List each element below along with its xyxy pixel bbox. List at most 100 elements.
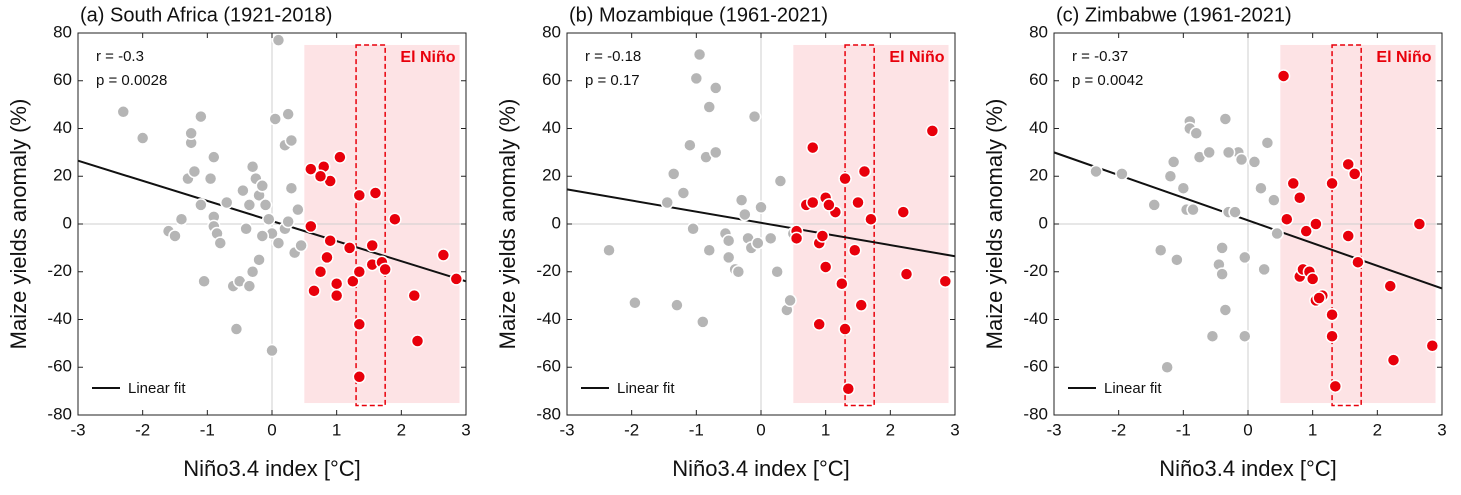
y-tick-label: 40 xyxy=(542,118,561,137)
x-tick-label: -2 xyxy=(1111,420,1126,439)
y-tick-label: 40 xyxy=(53,118,72,137)
point xyxy=(323,233,337,248)
point xyxy=(352,265,367,279)
y-axis-label: Maize yields anomaly (%) xyxy=(6,99,31,350)
point xyxy=(194,109,208,124)
point xyxy=(1115,167,1129,181)
point xyxy=(1280,212,1294,226)
x-tick-label: -3 xyxy=(559,420,574,439)
point xyxy=(1238,329,1252,343)
legend-label: Linear fit xyxy=(1104,380,1162,397)
point xyxy=(207,150,221,164)
y-tick-label: -60 xyxy=(1023,357,1048,376)
x-tick-label: 3 xyxy=(461,420,470,439)
point xyxy=(731,265,746,279)
point xyxy=(805,140,820,155)
point xyxy=(307,284,321,298)
point xyxy=(245,159,260,174)
point xyxy=(851,195,865,210)
point xyxy=(346,274,360,289)
point xyxy=(783,293,797,308)
point xyxy=(1163,169,1178,183)
fit-line xyxy=(566,188,956,258)
point xyxy=(197,274,211,289)
point xyxy=(174,212,189,226)
y-tick-label: -20 xyxy=(1023,261,1048,280)
point xyxy=(281,107,295,121)
point xyxy=(1170,253,1184,267)
y-tick-label: 0 xyxy=(63,213,72,232)
point xyxy=(734,193,749,207)
x-tick-label: 3 xyxy=(950,420,959,439)
point xyxy=(436,248,451,262)
point xyxy=(841,381,856,396)
point xyxy=(1270,226,1284,241)
point xyxy=(352,317,367,332)
point xyxy=(1205,329,1220,343)
chart-title: (c) Zimbabwe (1961-2021) xyxy=(1056,4,1292,26)
point xyxy=(1383,279,1398,293)
point xyxy=(410,334,425,348)
point xyxy=(660,195,674,210)
point xyxy=(1189,126,1204,141)
point xyxy=(812,317,826,332)
y-tick-label: 60 xyxy=(542,70,561,89)
x-axis-label: Niño3.4 index [°C] xyxy=(1159,456,1337,481)
point xyxy=(696,315,710,329)
shade-label: El Niño xyxy=(889,49,944,66)
annotation: r = -0.3 xyxy=(96,48,144,65)
point xyxy=(368,186,383,200)
point xyxy=(407,288,422,303)
point xyxy=(265,343,279,358)
point xyxy=(187,164,202,179)
y-tick-label: 20 xyxy=(1029,166,1048,185)
point xyxy=(1425,339,1440,353)
point xyxy=(822,198,836,212)
point xyxy=(252,253,266,267)
point xyxy=(304,162,318,176)
x-tick-label: 2 xyxy=(1373,420,1382,439)
point xyxy=(938,274,953,289)
x-tick-label: 2 xyxy=(886,420,895,439)
point xyxy=(271,33,286,47)
point xyxy=(203,171,218,186)
point xyxy=(1247,155,1262,169)
point xyxy=(1309,217,1323,231)
highlight-box xyxy=(355,44,386,407)
x-tick-label: -2 xyxy=(135,420,150,439)
point xyxy=(854,298,868,312)
point xyxy=(751,236,765,250)
point xyxy=(835,276,849,291)
y-tick-label: 60 xyxy=(1029,70,1048,89)
y-tick-label: -60 xyxy=(47,357,72,376)
y-tick-label: -80 xyxy=(1023,404,1048,423)
point xyxy=(1305,272,1320,286)
point xyxy=(304,219,318,234)
point xyxy=(1160,360,1174,374)
chart-title: (b) Mozambique (1961-2021) xyxy=(569,4,828,26)
point xyxy=(245,265,260,279)
point xyxy=(1286,176,1301,191)
x-tick-label: 1 xyxy=(821,420,830,439)
point xyxy=(683,138,697,152)
point xyxy=(1347,167,1362,181)
y-tick-label: -80 xyxy=(47,404,72,423)
y-tick-label: -40 xyxy=(536,309,561,328)
point xyxy=(1267,193,1281,207)
point xyxy=(738,207,752,222)
annotation: p = 0.0028 xyxy=(96,72,167,89)
point xyxy=(848,243,862,258)
point xyxy=(1186,202,1200,217)
point xyxy=(899,267,914,281)
y-tick-label: 40 xyxy=(1029,118,1048,137)
point xyxy=(365,238,379,253)
y-axis-label: Maize yields anomaly (%) xyxy=(495,99,520,350)
point xyxy=(805,195,820,210)
y-tick-label: 60 xyxy=(53,70,72,89)
point xyxy=(262,212,276,226)
point xyxy=(1292,190,1307,205)
point xyxy=(1218,112,1233,126)
point xyxy=(1221,145,1236,160)
point xyxy=(676,186,691,200)
